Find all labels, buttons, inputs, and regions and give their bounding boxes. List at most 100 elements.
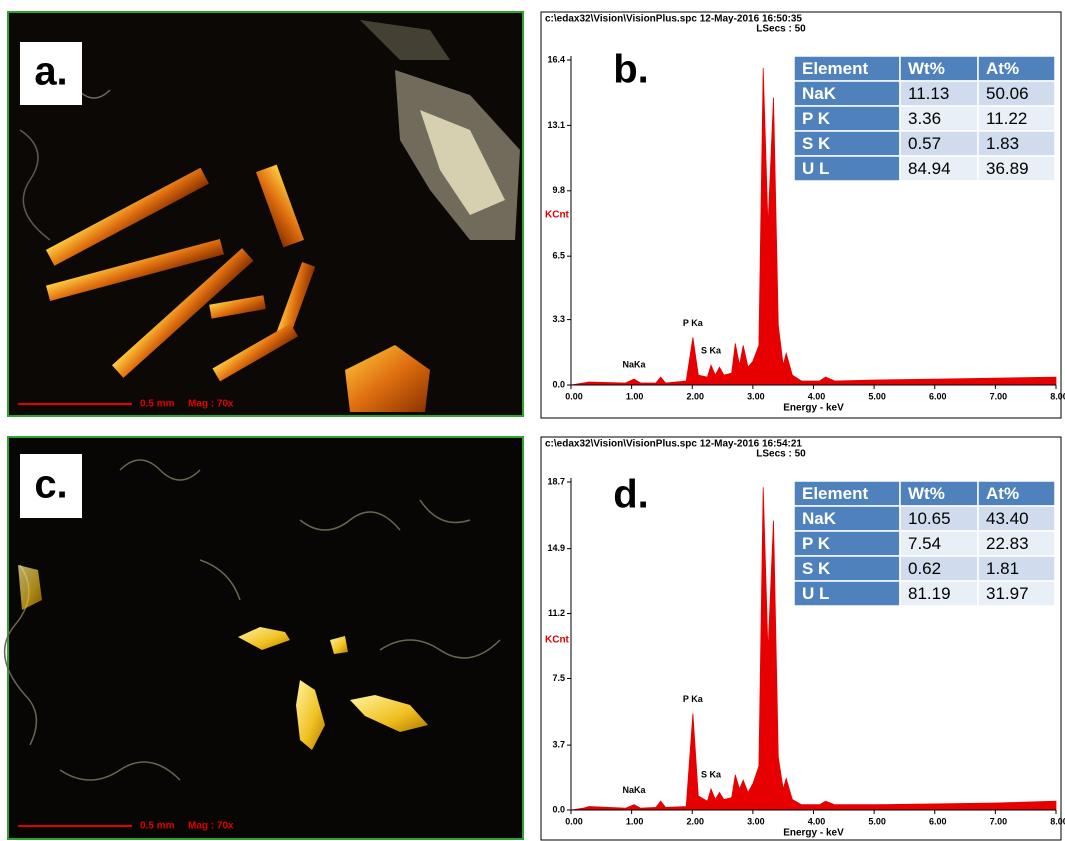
table-value: 22.83	[986, 534, 1029, 553]
table-cell	[899, 155, 979, 182]
mag-text: Mag : 70x	[188, 821, 234, 832]
chart-header: c:\edax32\Vision\VisionPlus.spc 12-May-2…	[545, 14, 802, 25]
table-cell	[977, 505, 1056, 532]
peak-label: NaKa	[623, 359, 647, 369]
table-value: 81.19	[908, 584, 951, 603]
y-tick-label: 13.1	[547, 120, 565, 130]
peak-label: NaKa	[623, 785, 647, 795]
panel-label: c.	[34, 463, 67, 507]
y-tick-label: 3.3	[552, 314, 565, 324]
x-tick-label: 2.00	[686, 816, 704, 826]
table-cell	[899, 80, 979, 107]
y-tick-label: 0.0	[552, 804, 565, 814]
y-tick-label: 18.7	[547, 476, 565, 486]
peak-label: S Ka	[701, 769, 722, 779]
table-value: 0.57	[908, 134, 941, 153]
panel-label: a.	[34, 50, 67, 94]
table-header: At%	[986, 59, 1019, 78]
table-value: 10.65	[908, 509, 951, 528]
x-tick-label: 1.00	[626, 816, 644, 826]
table-value: 0.62	[908, 559, 941, 578]
chart-subheader: LSecs : 50	[756, 449, 806, 460]
mag-text: Mag : 70x	[188, 399, 234, 410]
table-cell	[977, 55, 1056, 82]
y-tick-label: 7.5	[552, 673, 565, 683]
table-header: Wt%	[908, 484, 945, 503]
table-cell	[793, 105, 901, 132]
table-value: U L	[802, 584, 829, 603]
table-value: 7.54	[908, 534, 941, 553]
x-tick-label: 0.00	[565, 816, 583, 826]
x-tick-label: 4.00	[808, 816, 826, 826]
table-cell	[899, 130, 979, 157]
y-axis-label: KCnt	[545, 210, 570, 221]
table-header: Element	[802, 484, 868, 503]
y-tick-label: 14.9	[547, 543, 565, 553]
x-tick-label: 8.00	[1050, 816, 1065, 826]
scale-text: 0.5 mm	[140, 821, 175, 832]
table-cell	[977, 530, 1056, 557]
table-value: P K	[802, 109, 831, 128]
panel-label: d.	[613, 473, 649, 517]
table-value: S K	[802, 559, 831, 578]
table-value: P K	[802, 534, 831, 553]
y-tick-label: 0.0	[552, 379, 565, 389]
table-cell	[899, 105, 979, 132]
y-tick-label: 16.4	[547, 54, 565, 64]
chart-subheader: LSecs : 50	[756, 24, 806, 35]
panel-label: b.	[613, 48, 649, 92]
table-value: NaK	[802, 509, 837, 528]
table-cell	[977, 80, 1056, 107]
table-cell	[899, 55, 979, 82]
x-tick-label: 5.00	[868, 816, 886, 826]
table-cell	[793, 155, 901, 182]
table-value: 1.81	[986, 559, 1019, 578]
x-tick-label: 6.00	[929, 391, 947, 401]
table-value: 43.40	[986, 509, 1029, 528]
y-tick-label: 6.5	[552, 251, 565, 261]
table-header: At%	[986, 484, 1019, 503]
table-value: U L	[802, 159, 829, 178]
table-value: NaK	[802, 84, 837, 103]
x-tick-label: 3.00	[747, 391, 765, 401]
x-axis-label: Energy - keV	[783, 403, 844, 414]
peak-label: P Ka	[683, 318, 704, 328]
table-value: 50.06	[986, 84, 1029, 103]
micrograph-c	[3, 436, 524, 840]
table-cell	[793, 480, 901, 507]
micrograph-a	[7, 11, 524, 417]
table-cell	[793, 80, 901, 107]
x-tick-label: 1.00	[626, 391, 644, 401]
table-cell	[977, 555, 1056, 582]
spectrum	[570, 67, 1057, 386]
x-tick-label: 7.00	[990, 816, 1008, 826]
x-axis-label: Energy - keV	[783, 828, 844, 839]
x-tick-label: 3.00	[747, 816, 765, 826]
x-tick-label: 2.00	[686, 391, 704, 401]
table-value: S K	[802, 134, 831, 153]
table-cell	[793, 530, 901, 557]
table-cell	[977, 580, 1056, 607]
table-cell	[977, 105, 1056, 132]
x-tick-label: 0.00	[565, 391, 583, 401]
peak-label: P Ka	[683, 694, 704, 704]
scale-text: 0.5 mm	[140, 399, 175, 410]
table-header: Element	[802, 59, 868, 78]
x-tick-label: 8.00	[1050, 391, 1065, 401]
table-value: 1.83	[986, 134, 1019, 153]
spectrum	[570, 487, 1057, 811]
y-tick-label: 9.8	[552, 185, 565, 195]
x-tick-label: 7.00	[990, 391, 1008, 401]
table-value: 84.94	[908, 159, 951, 178]
chart-header: c:\edax32\Vision\VisionPlus.spc 12-May-2…	[545, 439, 802, 450]
x-tick-label: 5.00	[868, 391, 886, 401]
table-value: 31.97	[986, 584, 1029, 603]
table-cell	[977, 155, 1056, 182]
table-value: 11.22	[986, 109, 1027, 128]
table-value: 36.89	[986, 159, 1029, 178]
x-tick-label: 4.00	[808, 391, 826, 401]
y-tick-label: 3.7	[552, 739, 565, 749]
x-tick-label: 6.00	[929, 816, 947, 826]
table-value: 3.36	[908, 109, 941, 128]
